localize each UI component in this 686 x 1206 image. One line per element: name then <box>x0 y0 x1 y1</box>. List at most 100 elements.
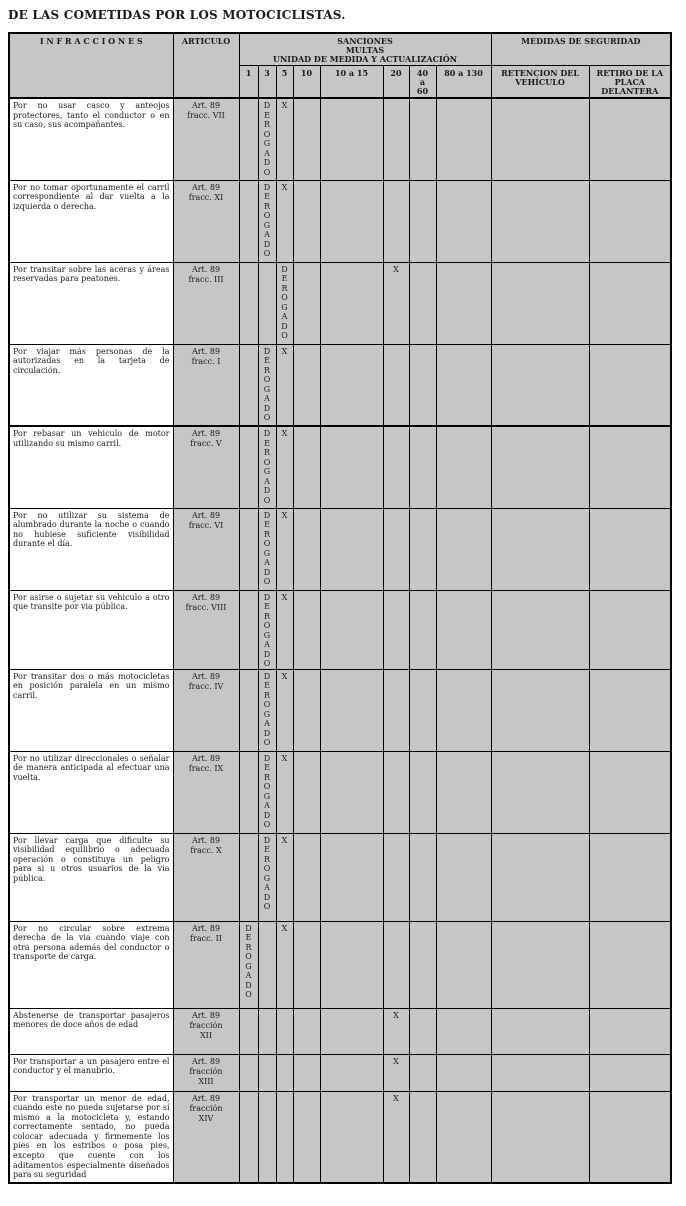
article-ref: Art. 89 fracc. II <box>172 920 240 1009</box>
fine-cell-3 <box>257 920 277 1009</box>
fine-cell-10a15 <box>319 832 384 922</box>
article-ref: Art. 89 fracc. IX <box>172 750 240 834</box>
fine-cell-10a15 <box>319 1053 384 1092</box>
article-ref: Art. 89 fracc. X <box>172 832 240 922</box>
infraction-text: Por rebasar un vehiculo de motor utiliza… <box>8 425 174 509</box>
fine-cell-80a130 <box>435 1053 492 1092</box>
fine-cell-10a15 <box>319 425 384 509</box>
infraction-text: Por asirse o sujetar su vehiculo a otro … <box>8 589 174 670</box>
infraction-text: Por transportar un menor de edad, cuando… <box>8 1090 174 1184</box>
fine-cell-5: X <box>275 179 294 263</box>
fine-cell-1 <box>238 668 259 752</box>
fine-cell-1 <box>238 343 259 427</box>
fine-cell-3: D E R O G A D O <box>257 507 277 591</box>
fine-cell-5: X <box>275 750 294 834</box>
fine-cell-3 <box>257 1090 277 1184</box>
fine-cell-5 <box>275 1053 294 1092</box>
fine-cell-40a60 <box>408 507 437 591</box>
col-header-infracciones: I N F R A C C I O N E S <box>8 32 174 99</box>
fine-cell-5: X <box>275 425 294 509</box>
vehicle-retention-cell <box>490 1053 590 1092</box>
fine-cell-10 <box>292 920 321 1009</box>
table-body: Por no usar casco y anteojos protectores… <box>8 97 672 1184</box>
fine-cell-20: X <box>382 261 410 345</box>
fine-cell-1 <box>238 1090 259 1184</box>
fine-cell-10a15 <box>319 179 384 263</box>
fine-cell-10a15 <box>319 343 384 427</box>
fine-cell-3: D E R O G A D O <box>257 179 277 263</box>
fine-cell-80a130 <box>435 343 492 427</box>
fine-cell-40a60 <box>408 920 437 1009</box>
table-row: Por no usar casco y anteojos protectores… <box>8 97 672 181</box>
table-row: Por no utilizar su sistema de alumbrado … <box>8 507 672 591</box>
infraction-text: Por no usar casco y anteojos protectores… <box>8 97 174 181</box>
plate-removal-cell <box>588 750 672 834</box>
infraction-text: Por no utilizar direccionales o señalar … <box>8 750 174 834</box>
fine-cell-3: D E R O G A D O <box>257 343 277 427</box>
plate-removal-cell <box>588 668 672 752</box>
fine-cell-80a130 <box>435 507 492 591</box>
infraction-text: Por llevar carga que dificulte su visibi… <box>8 832 174 922</box>
fine-cell-10a15 <box>319 261 384 345</box>
fine-cell-5: X <box>275 920 294 1009</box>
plate-removal-cell <box>588 1007 672 1055</box>
fine-cell-20 <box>382 507 410 591</box>
plate-removal-cell <box>588 97 672 181</box>
vehicle-retention-cell <box>490 589 590 670</box>
fine-cell-20 <box>382 750 410 834</box>
fine-cell-20 <box>382 97 410 181</box>
article-ref: Art. 89 fracc. VI <box>172 507 240 591</box>
vehicle-retention-cell <box>490 668 590 752</box>
fine-cell-10 <box>292 1053 321 1092</box>
table-row: Por no circular sobre extrema derecha de… <box>8 920 672 1009</box>
fine-cell-20 <box>382 343 410 427</box>
col-header-multa-10a15: 10 a 15 <box>319 65 384 99</box>
infraction-text: Abstenerse de transportar pasajeros meno… <box>8 1007 174 1055</box>
fine-cell-80a130 <box>435 425 492 509</box>
fine-cell-10 <box>292 97 321 181</box>
fine-cell-5: D E R O G A D O <box>275 261 294 345</box>
article-ref: Art. 89 fracc. V <box>172 425 240 509</box>
fine-cell-10a15 <box>319 1090 384 1184</box>
fine-cell-10a15 <box>319 920 384 1009</box>
fine-cell-10 <box>292 343 321 427</box>
table-row: Por viajar más personas de la autorizada… <box>8 343 672 427</box>
fine-cell-10a15 <box>319 1007 384 1055</box>
fine-cell-80a130 <box>435 179 492 263</box>
vehicle-retention-cell <box>490 425 590 509</box>
fine-cell-10a15 <box>319 668 384 752</box>
fine-cell-1 <box>238 97 259 181</box>
fine-cell-40a60 <box>408 1090 437 1184</box>
fine-cell-5: X <box>275 97 294 181</box>
plate-removal-cell <box>588 1053 672 1092</box>
fine-cell-3: D E R O G A D O <box>257 750 277 834</box>
fine-cell-80a130 <box>435 668 492 752</box>
fine-cell-20 <box>382 832 410 922</box>
fine-cell-1 <box>238 507 259 591</box>
fine-cell-80a130 <box>435 832 492 922</box>
fine-cell-80a130 <box>435 1007 492 1055</box>
vehicle-retention-cell <box>490 343 590 427</box>
fine-cell-80a130 <box>435 1090 492 1184</box>
plate-removal-cell <box>588 343 672 427</box>
fine-cell-5 <box>275 1090 294 1184</box>
table-row: Abstenerse de transportar pasajeros meno… <box>8 1007 672 1055</box>
fine-cell-40a60 <box>408 425 437 509</box>
vehicle-retention-cell <box>490 832 590 922</box>
fine-cell-1 <box>238 425 259 509</box>
fine-cell-1 <box>238 832 259 922</box>
fine-cell-10a15 <box>319 507 384 591</box>
fine-cell-20: X <box>382 1053 410 1092</box>
col-header-retencion-vehiculo: RETENCION DEL VEHÍCULO <box>490 65 590 99</box>
fine-cell-3: D E R O G A D O <box>257 589 277 670</box>
fine-cell-20 <box>382 589 410 670</box>
infraction-text: Por viajar más personas de la autorizada… <box>8 343 174 427</box>
fine-cell-3 <box>257 1053 277 1092</box>
plate-removal-cell <box>588 832 672 922</box>
plate-removal-cell <box>588 1090 672 1184</box>
vehicle-retention-cell <box>490 750 590 834</box>
plate-removal-cell <box>588 261 672 345</box>
col-header-medidas-seguridad: MEDIDAS DE SEGURIDAD <box>490 32 672 66</box>
col-header-multa-5: 5 <box>275 65 294 99</box>
